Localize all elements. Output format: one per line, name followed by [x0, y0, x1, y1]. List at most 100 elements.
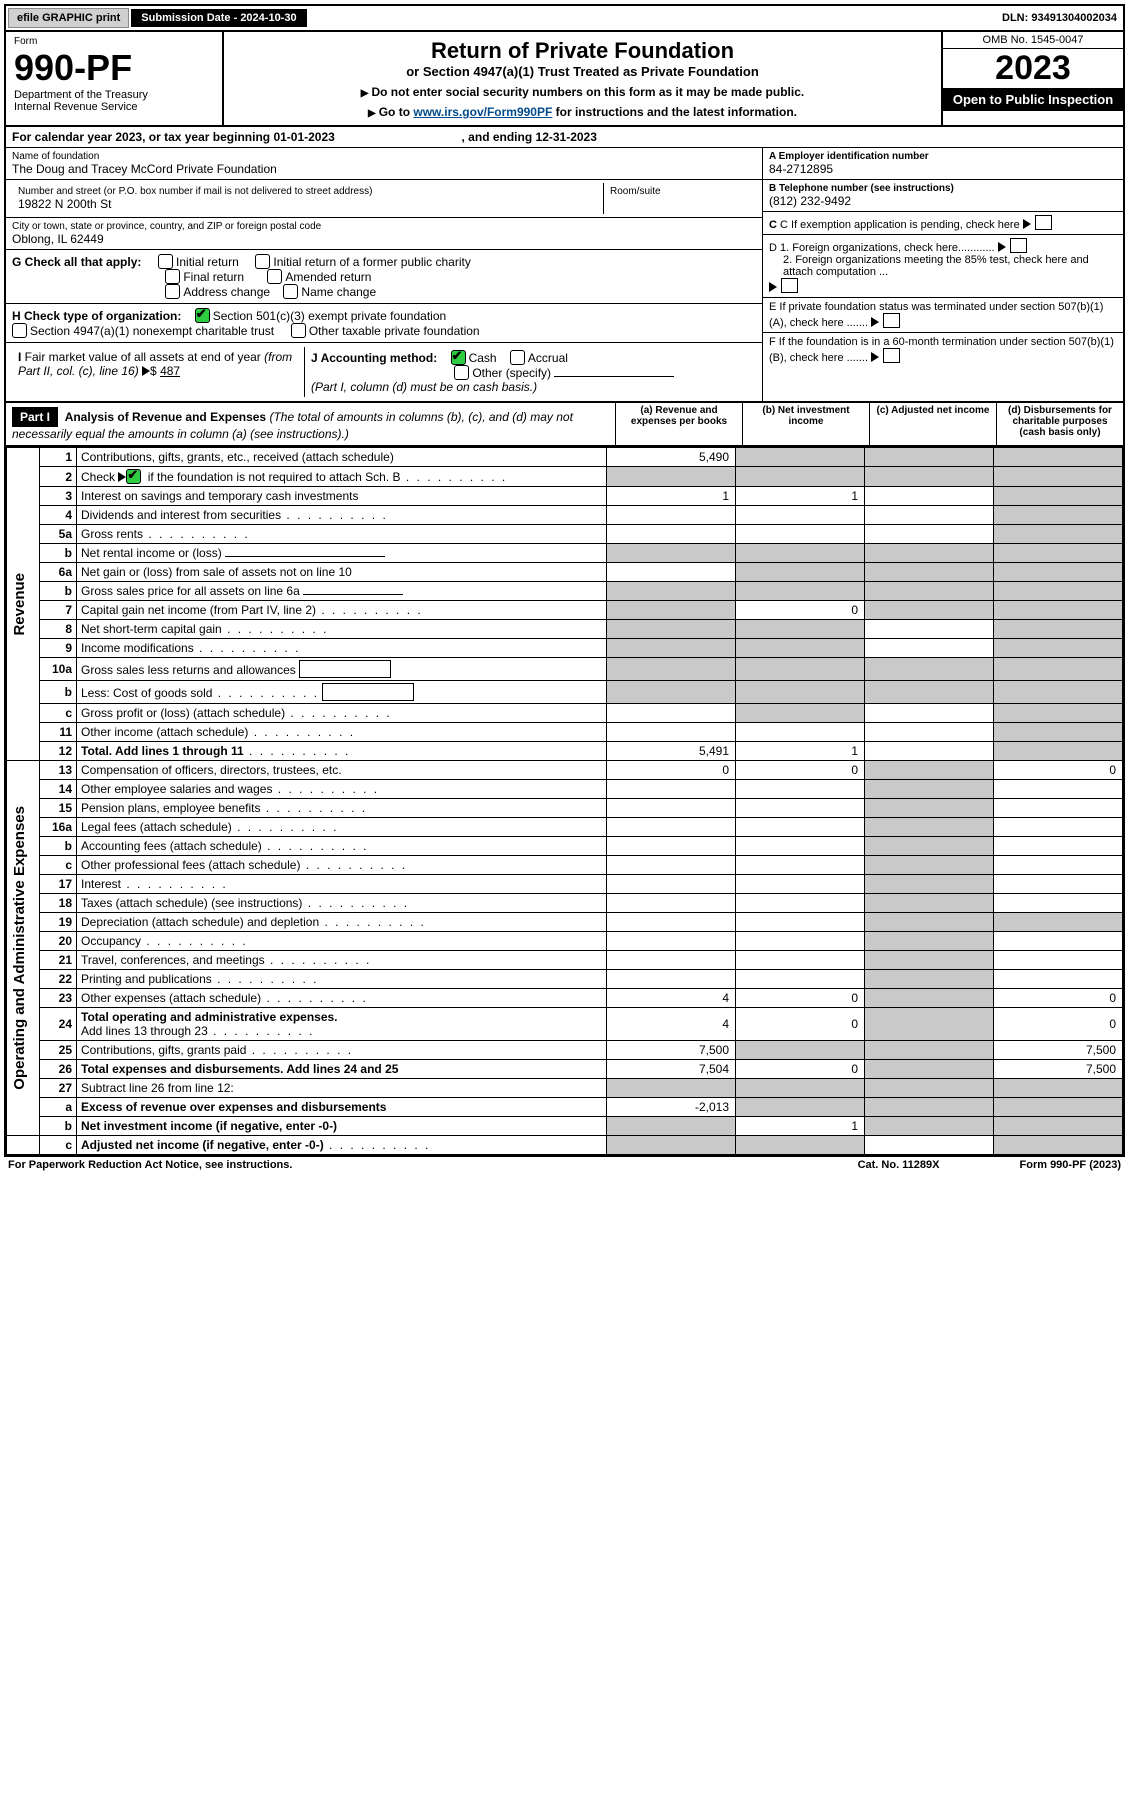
note-ssn-text: Do not enter social security numbers on … [371, 85, 804, 99]
chk-exemption-pending[interactable] [1035, 215, 1052, 230]
table-row: 14Other employee salaries and wages [7, 780, 1123, 799]
efile-print-button[interactable]: efile GRAPHIC print [8, 8, 129, 28]
arrow-icon [1023, 219, 1031, 229]
table-row: bNet rental income or (loss) [7, 544, 1123, 563]
table-row: 27Subtract line 26 from line 12: [7, 1079, 1123, 1098]
chk-accrual[interactable] [510, 350, 525, 365]
chk-initial-return[interactable] [158, 254, 173, 269]
note-goto: Go to www.irs.gov/Form990PF for instruct… [232, 105, 933, 119]
chk-amended-return[interactable] [267, 269, 282, 284]
phone-value: (812) 232-9492 [769, 194, 1117, 208]
chk-sch-b[interactable] [126, 469, 141, 484]
tax-year: 2023 [943, 49, 1123, 88]
chk-85pct[interactable] [781, 278, 798, 293]
arrow-icon [871, 352, 879, 362]
table-row: Operating and Administrative Expenses 13… [7, 761, 1123, 780]
dln: DLN: 93491304002034 [1002, 12, 1123, 24]
footer-mid: Cat. No. 11289X [858, 1159, 940, 1171]
form-word: Form [14, 36, 214, 47]
dept-treasury: Department of the Treasury [14, 89, 214, 101]
table-row: bAccounting fees (attach schedule) [7, 837, 1123, 856]
chk-final-return[interactable] [165, 269, 180, 284]
table-row: 3Interest on savings and temporary cash … [7, 487, 1123, 506]
calendar-year-row: For calendar year 2023, or tax year begi… [6, 127, 1123, 148]
chk-60month[interactable] [883, 348, 900, 363]
arrow-icon [769, 282, 777, 292]
part1-title: Analysis of Revenue and Expenses [65, 410, 266, 424]
col-c-hdr: (c) Adjusted net income [869, 403, 996, 445]
note-ssn: Do not enter social security numbers on … [232, 85, 933, 99]
open-to-public: Open to Public Inspection [943, 88, 1123, 111]
entity-left: Name of foundation The Doug and Tracey M… [6, 148, 762, 401]
j-note: (Part I, column (d) must be on cash basi… [311, 380, 537, 394]
chk-501c3[interactable] [195, 308, 210, 323]
city-label: City or town, state or province, country… [12, 221, 756, 232]
name-label: Name of foundation [12, 151, 756, 162]
table-row: 11Other income (attach schedule) [7, 723, 1123, 742]
table-row: 5aGross rents [7, 525, 1123, 544]
arrow-icon [998, 242, 1006, 252]
table-row: 22Printing and publications [7, 970, 1123, 989]
h-label: H Check type of organization: [12, 309, 181, 323]
chk-cash[interactable] [451, 350, 466, 365]
header-mid: Return of Private Foundation or Section … [224, 32, 941, 125]
chk-name-change[interactable] [283, 284, 298, 299]
ij-row: I Fair market value of all assets at end… [6, 343, 762, 401]
table-row: 25Contributions, gifts, grants paid7,500… [7, 1041, 1123, 1060]
e-row: E If private foundation status was termi… [763, 298, 1123, 333]
chk-terminated[interactable] [883, 313, 900, 328]
chk-initial-former[interactable] [255, 254, 270, 269]
table-row: 20Occupancy [7, 932, 1123, 951]
c-row: C C If exemption application is pending,… [763, 212, 1123, 235]
table-row: 8Net short-term capital gain [7, 620, 1123, 639]
col-a-hdr: (a) Revenue and expenses per books [615, 403, 742, 445]
chk-other-method[interactable] [454, 365, 469, 380]
form-container: efile GRAPHIC print Submission Date - 20… [4, 4, 1125, 1157]
cal-end: , and ending 12-31-2023 [462, 130, 597, 144]
table-row: 17Interest [7, 875, 1123, 894]
ein-value: 84-2712895 [769, 162, 1117, 176]
irs-label: Internal Revenue Service [14, 101, 214, 113]
chk-address-change[interactable] [165, 284, 180, 299]
irs-link[interactable]: www.irs.gov/Form990PF [413, 105, 552, 119]
form-subtitle: or Section 4947(a)(1) Trust Treated as P… [232, 64, 933, 79]
page-footer: For Paperwork Reduction Act Notice, see … [4, 1157, 1125, 1173]
part1-header: Part I Analysis of Revenue and Expenses … [6, 403, 1123, 447]
revenue-label: Revenue [11, 573, 28, 636]
arrow-icon [871, 317, 879, 327]
table-row: bNet investment income (if negative, ent… [7, 1117, 1123, 1136]
chk-4947a1[interactable] [12, 323, 27, 338]
i-label: I Fair market value of all assets at end… [18, 350, 292, 378]
entity-right: A Employer identification number 84-2712… [762, 148, 1123, 401]
city-state-zip: Oblong, IL 62449 [12, 232, 756, 246]
addr-label: Number and street (or P.O. box number if… [18, 186, 597, 197]
table-row: cOther professional fees (attach schedul… [7, 856, 1123, 875]
table-row: Revenue 1 Contributions, gifts, grants, … [7, 448, 1123, 467]
cal-begin: For calendar year 2023, or tax year begi… [12, 130, 335, 144]
h-row: H Check type of organization: Section 50… [6, 304, 762, 343]
table-row: 7Capital gain net income (from Part IV, … [7, 601, 1123, 620]
table-row: 12Total. Add lines 1 through 115,4911 [7, 742, 1123, 761]
table-row: cGross profit or (loss) (attach schedule… [7, 704, 1123, 723]
chk-foreign-org[interactable] [1010, 238, 1027, 253]
table-row: 18Taxes (attach schedule) (see instructi… [7, 894, 1123, 913]
street-address: 19822 N 200th St [18, 197, 597, 211]
expenses-label: Operating and Administrative Expenses [11, 806, 28, 1090]
table-row: 15Pension plans, employee benefits [7, 799, 1123, 818]
omb-number: OMB No. 1545-0047 [943, 32, 1123, 49]
table-row: 9Income modifications [7, 639, 1123, 658]
chk-other-taxable[interactable] [291, 323, 306, 338]
table-row: 16aLegal fees (attach schedule) [7, 818, 1123, 837]
footer-right: Form 990-PF (2023) [1020, 1159, 1122, 1171]
topbar: efile GRAPHIC print Submission Date - 20… [6, 6, 1123, 32]
table-row: 6aNet gain or (loss) from sale of assets… [7, 563, 1123, 582]
arrow-icon [142, 366, 150, 376]
entity-info: Name of foundation The Doug and Tracey M… [6, 148, 1123, 403]
f-row: F If the foundation is in a 60-month ter… [763, 333, 1123, 367]
header-left: Form 990-PF Department of the Treasury I… [6, 32, 224, 125]
table-row: aExcess of revenue over expenses and dis… [7, 1098, 1123, 1117]
form-title: Return of Private Foundation [232, 38, 933, 64]
table-row: 4Dividends and interest from securities [7, 506, 1123, 525]
submission-date: Submission Date - 2024-10-30 [131, 9, 306, 27]
col-d-hdr: (d) Disbursements for charitable purpose… [996, 403, 1123, 445]
